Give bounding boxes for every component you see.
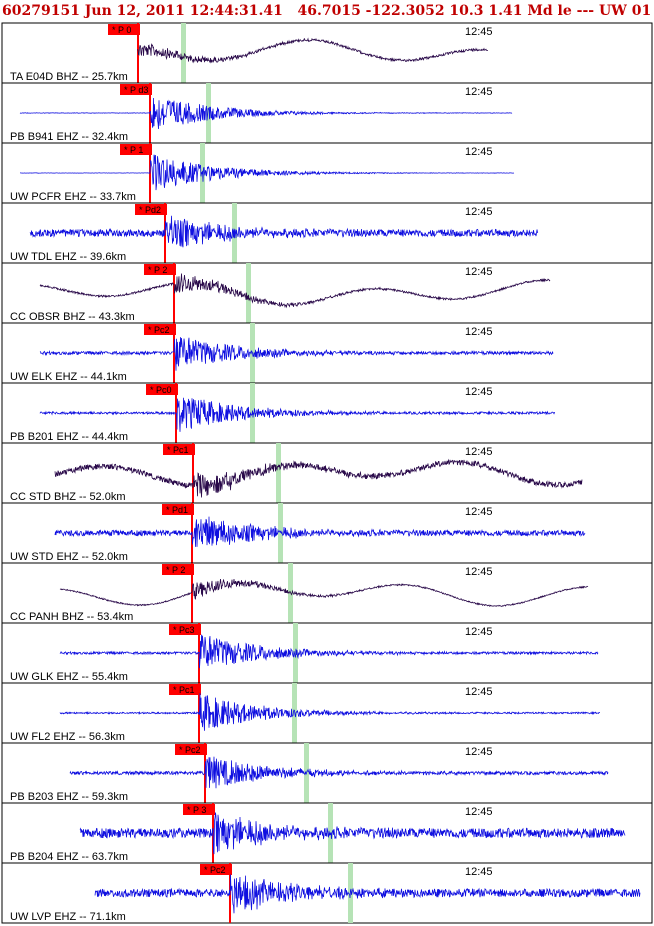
time-tick-label: 12:45: [465, 626, 493, 638]
waveform: [94, 874, 641, 914]
pick-box: [169, 684, 201, 695]
station-label: PB B201 EHZ -- 44.4km: [10, 431, 128, 443]
pick-box: [120, 144, 152, 155]
pick-line: [191, 563, 193, 623]
phase-marker: [246, 263, 251, 323]
station-label: TA E04D BHZ -- 25.7km: [10, 71, 128, 83]
pick-box: [169, 624, 201, 635]
waveform: [39, 273, 551, 309]
pick-label: * Pc2: [148, 325, 170, 335]
pick-label: * P 1: [124, 145, 143, 155]
time-tick-label: 12:45: [465, 266, 493, 278]
waveform: [69, 756, 609, 789]
waveform: [59, 693, 600, 731]
waveform: [59, 578, 589, 607]
waveform: [137, 37, 489, 64]
pick-label: * Pc2: [179, 745, 201, 755]
station-label: PB B941 EHZ -- 32.4km: [10, 131, 128, 143]
pick-line: [192, 443, 194, 503]
station-label: PB B203 EHZ -- 59.3km: [10, 791, 128, 803]
pick-box: [163, 444, 195, 455]
waveform: [54, 516, 586, 547]
station-label: PB B204 EHZ -- 63.7km: [10, 851, 128, 863]
pick-label: * Pc0: [150, 385, 172, 395]
pick-box: [135, 204, 167, 215]
pick-label: * Pc1: [167, 445, 189, 455]
waveform: [19, 97, 513, 130]
waveform: [54, 458, 583, 498]
time-tick-label: 12:45: [465, 506, 493, 518]
station-label: UW PCFR EHZ -- 33.7km: [10, 191, 136, 203]
waveform: [59, 634, 599, 669]
pick-label: * Pd1: [166, 505, 188, 515]
pick-label: * P 3: [187, 805, 206, 815]
pick-label: * Pd2: [139, 205, 161, 215]
time-tick-label: 12:45: [465, 806, 493, 818]
waveform: [39, 337, 554, 371]
pick-box: [146, 384, 178, 395]
time-tick-label: 12:45: [465, 686, 493, 698]
pick-label: * P 2: [166, 565, 185, 575]
station-label: UW ELK EHZ -- 44.1km: [10, 371, 127, 383]
waveform: [39, 397, 556, 432]
station-label: CC OBSR BHZ -- 43.3km: [10, 311, 135, 323]
pick-line: [173, 263, 175, 323]
pick-label: * Pc3: [173, 625, 195, 635]
pick-label: * P d3: [124, 85, 148, 95]
event-header: 60279151 Jun 12, 2011 12:44:31.41 46.701…: [2, 3, 654, 19]
phase-marker: [276, 443, 281, 503]
pick-box: [183, 804, 215, 815]
station-label: UW FL2 EHZ -- 56.3km: [10, 731, 125, 743]
waveform: [79, 812, 626, 855]
phase-marker: [206, 83, 211, 143]
time-tick-label: 12:45: [465, 146, 493, 158]
pick-box: [175, 744, 207, 755]
station-label: UW LVP EHZ -- 71.1km: [10, 911, 126, 923]
time-tick-label: 12:45: [465, 866, 493, 878]
phase-marker: [181, 23, 186, 83]
time-tick-label: 12:45: [465, 746, 493, 758]
time-tick-label: 12:45: [465, 386, 493, 398]
time-tick-label: 12:45: [465, 26, 493, 38]
time-tick-label: 12:45: [465, 206, 493, 218]
pick-label: * Pc1: [173, 685, 195, 695]
waveform: [29, 215, 539, 248]
pick-label: * P 0: [112, 25, 131, 35]
station-label: CC STD BHZ -- 52.0km: [10, 491, 126, 503]
time-tick-label: 12:45: [465, 446, 493, 458]
pick-box: [120, 84, 152, 95]
pick-box: [144, 264, 176, 275]
pick-label: * P 2: [148, 265, 167, 275]
station-label: UW TDL EHZ -- 39.6km: [10, 251, 126, 263]
trace-panel: [1, 862, 653, 924]
pick-box: [200, 864, 232, 875]
pick-box: [144, 324, 176, 335]
time-tick-label: 12:45: [465, 566, 493, 578]
waveform: [20, 154, 515, 191]
pick-box: [108, 24, 140, 35]
pick-box: [162, 564, 194, 575]
station-label: UW GLK EHZ -- 55.4km: [10, 671, 128, 683]
station-label: UW STD EHZ -- 52.0km: [10, 551, 128, 563]
pick-line: [173, 323, 175, 383]
time-tick-label: 12:45: [465, 326, 493, 338]
time-tick-label: 12:45: [465, 86, 493, 98]
station-label: CC PANH BHZ -- 53.4km: [10, 611, 133, 623]
pick-box: [162, 504, 194, 515]
pick-label: * Pc2: [204, 865, 226, 875]
